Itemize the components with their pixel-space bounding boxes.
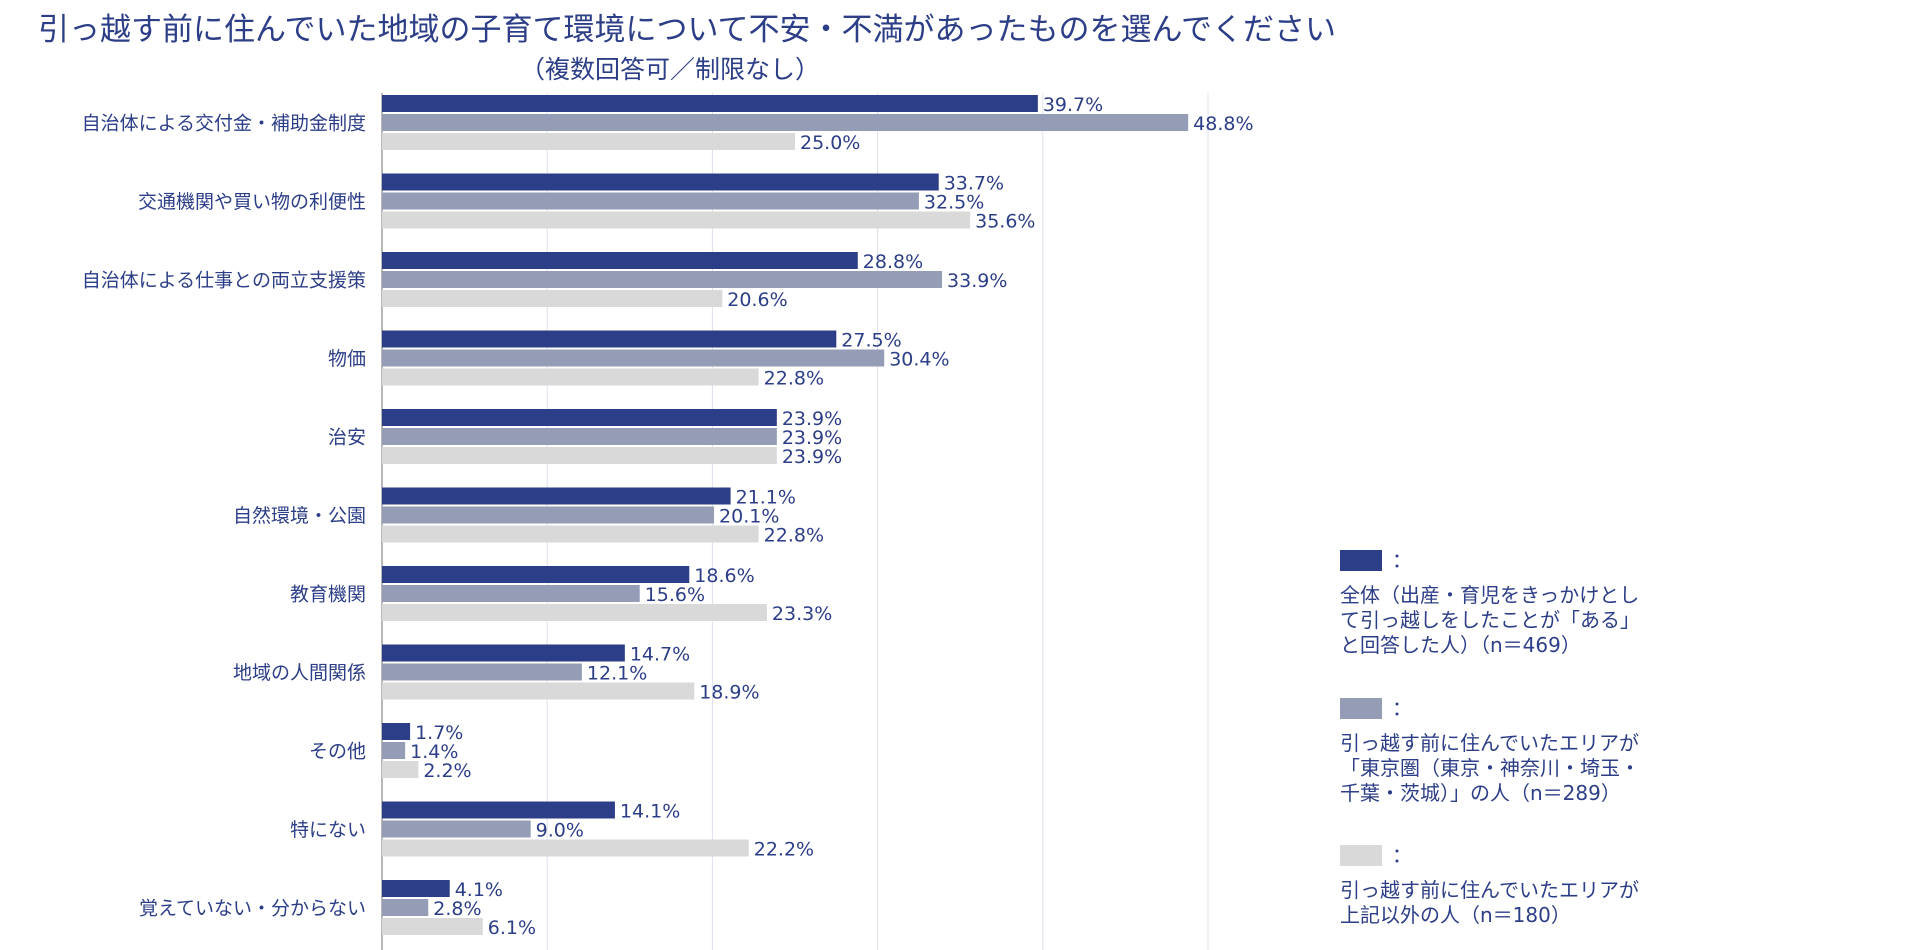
data-label: 30.4%	[889, 349, 949, 371]
data-label: 18.9%	[699, 682, 759, 704]
category-label: 特にない	[290, 819, 366, 841]
bar	[382, 682, 695, 700]
bar	[382, 271, 943, 288]
bar	[382, 880, 450, 897]
bar	[382, 820, 531, 838]
data-label: 23.9%	[782, 427, 842, 449]
bar	[382, 447, 777, 464]
bar	[382, 723, 411, 740]
bar	[382, 428, 777, 445]
data-label: 2.2%	[423, 760, 471, 782]
data-label: 18.6%	[694, 565, 754, 587]
bar	[382, 487, 731, 505]
bar	[382, 644, 625, 662]
legend-entry-tokyo: ： 引っ越す前に住んでいたエリアが「東京圏（東京・神奈川・埼玉・千葉・茨城）」の…	[1340, 696, 1640, 806]
data-label: 22.2%	[754, 839, 814, 861]
bar	[382, 368, 759, 386]
category-label: 自然環境・公園	[233, 505, 366, 527]
legend-label-tokyo: 引っ越す前に住んでいたエリアが「東京圏（東京・神奈川・埼玉・千葉・茨城）」の人（…	[1340, 731, 1640, 805]
data-label: 27.5%	[841, 330, 901, 352]
bar	[382, 566, 690, 583]
bar	[382, 839, 749, 857]
data-label: 4.1%	[455, 879, 503, 901]
bar	[382, 133, 795, 150]
bar	[382, 506, 715, 524]
bar	[382, 114, 1189, 131]
legend-swatch-tokyo	[1340, 698, 1382, 719]
data-label: 1.7%	[415, 722, 463, 744]
category-label: 教育機関	[290, 584, 366, 606]
data-label: 21.1%	[736, 487, 796, 509]
data-label: 14.1%	[620, 801, 680, 823]
data-label: 23.3%	[772, 603, 832, 625]
bar	[382, 173, 939, 191]
data-label: 28.8%	[863, 251, 923, 273]
legend-label-other: 引っ越す前に住んでいたエリアが上記以外の人（n＝180）	[1340, 878, 1639, 927]
bar	[382, 211, 971, 229]
data-label: 35.6%	[975, 211, 1035, 233]
chart-subtitle: （複数回答可／制限なし）	[519, 55, 820, 84]
category-label: 地域の人間関係	[233, 662, 366, 684]
category-label: 交通機関や買い物の利便性	[138, 191, 366, 213]
legend-entry-other: ： 引っ越す前に住んでいたエリアが上記以外の人（n＝180）	[1340, 843, 1640, 928]
bar	[382, 349, 885, 367]
bar	[382, 918, 483, 935]
legend-marker: ：	[1392, 548, 1412, 572]
legend-swatch-other	[1340, 845, 1382, 866]
category-label: 覚えていない・分からない	[139, 898, 366, 920]
data-label: 22.8%	[764, 368, 824, 390]
data-label: 25.0%	[800, 132, 860, 154]
category-label: 自治体による仕事との両立支援策	[82, 270, 366, 292]
legend-label-all: 全体（出産・育児をきっかけとして引っ越しをしたことが「ある」と回答した人）（n＝…	[1340, 583, 1640, 657]
legend: ： 引っ越す前に住んでいたエリアが上記以外の人（n＝180）	[1340, 843, 1640, 928]
bar	[382, 192, 919, 210]
category-label: その他	[309, 741, 366, 763]
bar	[382, 742, 406, 759]
legend-marker: ：	[1392, 696, 1412, 720]
category-label: 治安	[328, 427, 366, 449]
category-label: 自治体による交付金・補助金制度	[82, 113, 366, 135]
legend-entry-all: ： 全体（出産・育児をきっかけとして引っ越しをしたことが「ある」と回答した人）（…	[1340, 548, 1640, 658]
legend: ： 引っ越す前に住んでいたエリアが「東京圏（東京・神奈川・埼玉・千葉・茨城）」の…	[1340, 696, 1640, 806]
bar	[382, 525, 759, 543]
data-label: 9.0%	[536, 820, 584, 842]
legend-marker: ：	[1392, 843, 1412, 867]
data-label: 33.9%	[947, 270, 1007, 292]
bar	[382, 761, 419, 778]
legend-swatch-all	[1340, 550, 1382, 571]
bar	[382, 290, 723, 307]
legend: ： 全体（出産・育児をきっかけとして引っ越しをしたことが「ある」と回答した人）（…	[1340, 548, 1640, 658]
data-label: 15.6%	[645, 584, 705, 606]
bar	[382, 330, 837, 348]
bar	[382, 604, 767, 621]
bar	[382, 585, 640, 602]
data-label: 33.7%	[944, 173, 1004, 195]
data-label: 20.1%	[719, 506, 779, 528]
data-label: 23.9%	[782, 446, 842, 468]
data-label: 20.6%	[727, 289, 787, 311]
data-label: 6.1%	[488, 917, 536, 939]
data-label: 12.1%	[587, 663, 647, 685]
bar	[382, 801, 615, 819]
bar	[382, 252, 858, 269]
bar	[382, 409, 777, 426]
bar	[382, 95, 1038, 112]
data-label: 32.5%	[924, 192, 984, 214]
bar	[382, 899, 429, 916]
bar	[382, 663, 582, 681]
data-label: 14.7%	[630, 644, 690, 666]
data-label: 2.8%	[433, 898, 481, 920]
data-label: 23.9%	[782, 408, 842, 430]
category-label: 物価	[328, 348, 366, 370]
data-label: 1.4%	[410, 741, 458, 763]
data-label: 39.7%	[1043, 94, 1103, 116]
data-label: 48.8%	[1193, 113, 1253, 135]
data-label: 22.8%	[764, 525, 824, 547]
chart-title: 引っ越す前に住んでいた地域の子育て環境について不安・不満があったものを選んでくだ…	[38, 12, 1336, 48]
bar-chart: 0.0%10.0%20.0%30.0%40.0%50.0%自治体による交付金・補…	[82, 93, 1254, 950]
